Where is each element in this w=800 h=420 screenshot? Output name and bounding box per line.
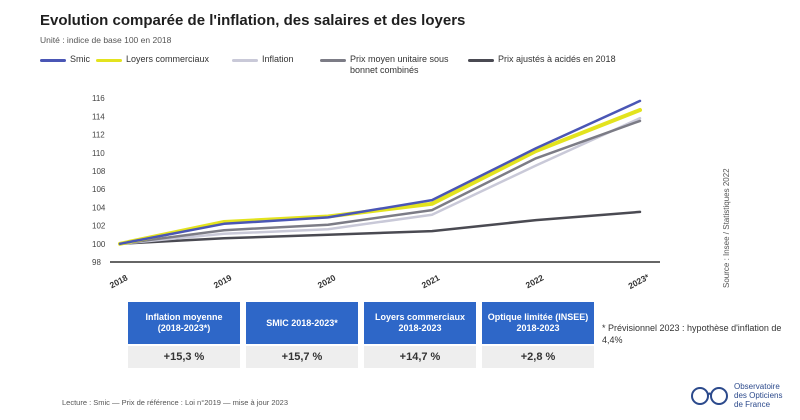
y-axis-ticks: 98 100 102 104 106 108 110 112 114 116 [92, 94, 106, 267]
y-tick-label: 116 [92, 94, 105, 103]
summary-col-optique: Optique limitée (INSEE) 2018-2023 +2,8 % [482, 302, 594, 368]
legend-label: Smic [70, 54, 90, 64]
summary-header: Loyers commerciaux 2018-2023 [364, 302, 476, 344]
legend-label: Inflation [262, 54, 294, 64]
observatory-logo: Observatoire des Opticiens de France [690, 378, 795, 414]
legend-label: Prix ajustés à acidés en 2018 [498, 54, 616, 64]
legend-item-loyers: Loyers commerciaux [96, 54, 209, 65]
chart-subtitle: Unité : indice de base 100 en 2018 [40, 35, 172, 45]
legend-swatch-prix-moyen [320, 59, 346, 62]
legend-label: Loyers commerciaux [126, 54, 210, 64]
y-tick-label: 102 [92, 222, 106, 231]
forecast-note: * Prévisionnel 2023 : hypothèse d'inflat… [602, 323, 782, 345]
legend-item-inflation: Inflation [232, 54, 294, 65]
summary-col-inflation: Inflation moyenne (2018-2023*) +15,3 % [128, 302, 240, 368]
summary-value: +15,7 % [246, 346, 358, 368]
summary-table: Inflation moyenne (2018-2023*) +15,3 % S… [128, 302, 598, 372]
x-tick-label: 2023* [626, 271, 651, 291]
y-tick-label: 112 [92, 131, 105, 140]
summary-col-loyers: Loyers commerciaux 2018-2023 +14,7 % [364, 302, 476, 368]
summary-value: +2,8 % [482, 346, 594, 368]
summary-header: SMIC 2018-2023* [246, 302, 358, 344]
source-note-vertical: Source : Insee / Statistiques 2022 [722, 168, 731, 288]
series-lines [118, 99, 642, 246]
series-line-0 [118, 99, 642, 246]
logo-glasses-icon [691, 387, 728, 405]
series-line-1 [118, 108, 642, 246]
legend-swatch-inflation [232, 59, 258, 62]
logo-line: Observatoire [734, 382, 780, 391]
summary-header: Inflation moyenne (2018-2023*) [128, 302, 240, 344]
series-line-4 [118, 210, 642, 246]
x-tick-label: 2020 [316, 272, 338, 290]
legend-item-prix-ajustes: Prix ajustés à acidés en 2018 [468, 54, 616, 65]
summary-col-smic: SMIC 2018-2023* +15,7 % [246, 302, 358, 368]
x-tick-label: 2019 [212, 272, 234, 290]
y-tick-label: 98 [92, 258, 101, 267]
footer-source: Lecture : Smic — Prix de référence : Loi… [62, 398, 289, 407]
chart-title: Evolution comparée de l'inflation, des s… [40, 12, 466, 29]
summary-value: +15,3 % [128, 346, 240, 368]
x-tick-label: 2021 [420, 272, 442, 290]
series-line-3 [118, 119, 642, 246]
summary-header: Optique limitée (INSEE) 2018-2023 [482, 302, 594, 344]
logo-line: de France [734, 400, 771, 409]
y-tick-label: 106 [92, 185, 106, 194]
legend-swatch-prix-ajustes [468, 59, 494, 62]
x-axis-ticks: 2018 2019 2020 2021 2022 2023* [108, 271, 651, 291]
logo-text: Observatoire des Opticiens de France [734, 382, 782, 409]
x-tick-label: 2018 [108, 272, 130, 290]
legend-item-prix-moyen: Prix moyen unitaire sous bonnet combinés [320, 54, 460, 76]
y-tick-label: 108 [92, 167, 106, 176]
logo-line: des Opticiens [734, 391, 783, 400]
series-line-2 [118, 116, 642, 246]
legend-swatch-smic [40, 59, 66, 62]
legend-swatch-loyers [96, 59, 122, 62]
legend-label: Prix moyen unitaire sous bonnet combinés [350, 54, 449, 75]
y-tick-label: 114 [92, 112, 105, 121]
summary-value: +14,7 % [364, 346, 476, 368]
y-tick-label: 104 [92, 203, 106, 212]
x-tick-label: 2022 [524, 272, 546, 290]
legend-item-smic: Smic [40, 54, 90, 65]
y-tick-label: 110 [92, 149, 105, 158]
y-tick-label: 100 [92, 240, 106, 249]
chart-legend: Smic Loyers commerciaux Inflation Prix m… [40, 54, 660, 82]
